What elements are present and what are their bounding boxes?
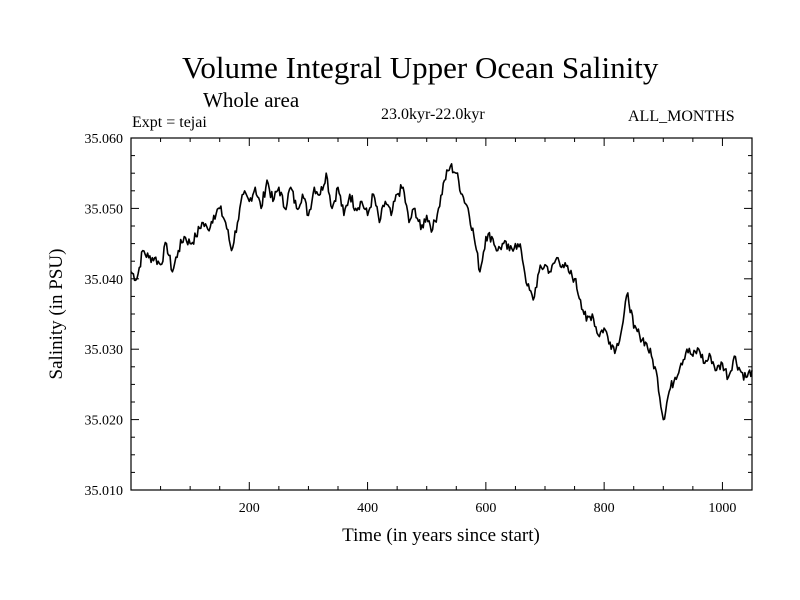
x-tick-label: 800 [594, 501, 615, 516]
x-tick-label: 600 [475, 501, 496, 516]
months-label: ALL_MONTHS [628, 108, 735, 125]
period-label: 23.0kyr-22.0kyr [381, 106, 485, 123]
x-tick-label: 400 [357, 501, 378, 516]
salinity-series-line [130, 163, 753, 421]
chart-subtitle: Whole area [203, 88, 300, 112]
y-tick-label: 35.060 [85, 132, 124, 147]
chart-title: Volume Integral Upper Ocean Salinity [182, 50, 659, 85]
y-tick-label: 35.040 [85, 273, 124, 288]
axis-tick-labels: 200 400 600 800 1000 35.010 35.020 35.030 35.040… [85, 132, 737, 516]
plot-frame [130, 137, 753, 491]
y-tick-label: 35.050 [85, 202, 124, 217]
axis-ticks [131, 138, 752, 490]
x-axis-label: Time (in years since start) [342, 525, 540, 546]
y-tick-label: 35.010 [85, 484, 124, 499]
y-tick-label: 35.030 [85, 343, 124, 358]
y-axis-label: Salinity (in PSU) [46, 249, 67, 380]
x-tick-label: 200 [239, 501, 260, 516]
y-tick-label: 35.020 [85, 414, 124, 429]
experiment-label: Expt = tejai [132, 114, 207, 131]
x-tick-label: 1000 [708, 501, 736, 516]
